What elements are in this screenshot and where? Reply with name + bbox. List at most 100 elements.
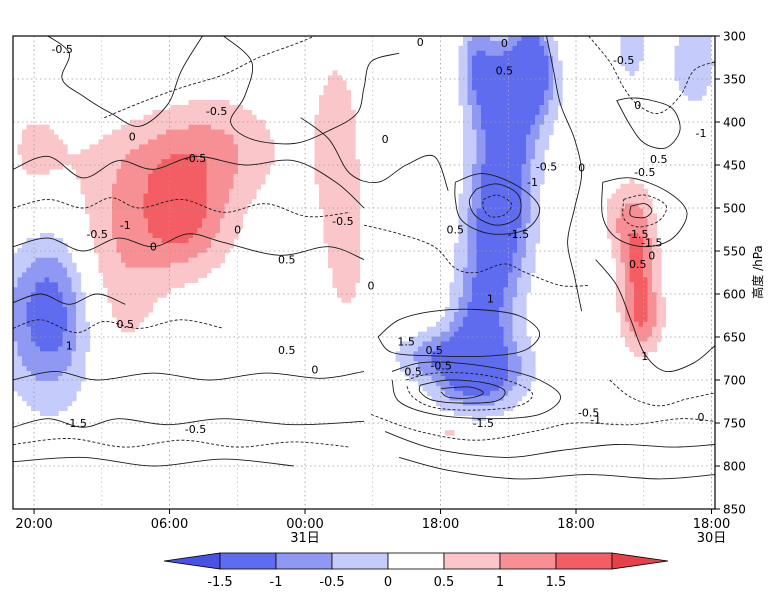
shade-cell — [247, 109, 253, 205]
contour-label: 1 — [66, 340, 73, 353]
shade-cell — [31, 375, 37, 412]
shade-cell — [395, 351, 401, 362]
shade-cell — [161, 109, 167, 136]
contour-label: -1 — [696, 127, 707, 140]
shade-cell — [436, 371, 442, 387]
shade-cell — [121, 124, 127, 160]
contour-line — [398, 456, 715, 480]
shade-cell — [49, 380, 55, 416]
shade-cell — [22, 272, 28, 367]
contour-label: -1 — [590, 414, 601, 427]
shade-cell — [76, 154, 82, 180]
shade-cell — [193, 154, 199, 234]
contour-label-text: 0 — [648, 249, 655, 262]
y-tick-label: 700 — [723, 374, 746, 388]
contour-label-text: -1 — [696, 127, 707, 140]
contour-label-text: 0 — [634, 99, 641, 112]
shade-cell — [647, 198, 653, 239]
shade-cell — [449, 282, 455, 323]
shade-cell — [544, 114, 550, 150]
shade-cell — [53, 351, 59, 382]
shade-cell — [683, 36, 689, 96]
contour-label-text: -1.5 — [473, 417, 494, 430]
shade-cell — [485, 395, 491, 407]
shade-cell — [175, 154, 181, 244]
shade-cell — [445, 306, 451, 333]
shade-cell — [490, 40, 496, 57]
shade-cell — [656, 247, 662, 343]
shade-cell — [499, 40, 505, 57]
shade-cell — [125, 267, 131, 333]
shade-cell — [94, 144, 100, 254]
shade-cell — [170, 262, 176, 288]
contour-label-text: 0 — [234, 224, 241, 237]
shade-cell — [629, 331, 635, 352]
shade-cell — [202, 100, 208, 126]
shade-cell — [49, 257, 55, 283]
shade-cell — [445, 430, 451, 436]
shade-cell — [148, 267, 154, 313]
shade-cell — [40, 380, 46, 416]
contour-label-text: -0.5 — [613, 54, 634, 67]
contour-label-text: 0 — [698, 411, 705, 424]
shade-cell — [445, 380, 451, 397]
y-tick-label: 300 — [723, 30, 746, 44]
shade-cell — [521, 164, 527, 259]
contour-label-text: 1.5 — [397, 335, 415, 348]
shade-cell — [512, 385, 518, 407]
contour-label-text: 0.5 — [629, 258, 647, 271]
colorbar: -1.5 -1 -0.5 0 0.5 1 1.5 — [163, 552, 669, 590]
shade-cell — [625, 183, 631, 205]
shade-cell — [143, 267, 149, 318]
shade-cell — [490, 405, 496, 416]
shade-cell — [616, 188, 622, 219]
shade-cell — [130, 267, 136, 333]
shade-cell — [530, 124, 536, 160]
shade-cell — [616, 218, 622, 234]
shade-cell — [548, 36, 554, 57]
shade-cell — [193, 233, 199, 259]
shade-cell — [17, 277, 23, 357]
shade-cell — [539, 36, 545, 47]
shade-cell — [449, 336, 455, 387]
shade-cell — [67, 366, 73, 407]
contour-label-text: -0.5 — [185, 152, 206, 165]
shade-cell — [544, 40, 550, 57]
shade-cell — [472, 405, 478, 421]
shade-cell — [233, 173, 239, 239]
shade-cell — [152, 169, 158, 239]
shade-cell — [454, 390, 460, 402]
contour-label: 0 — [698, 411, 705, 424]
contour-label: -0.5 — [613, 54, 634, 67]
shade-cell — [139, 267, 145, 323]
contour-label-text: -0.5 — [536, 161, 557, 174]
contour-line — [468, 183, 522, 226]
shade-cell — [481, 164, 487, 397]
shade-cell — [58, 292, 64, 348]
shade-cell — [31, 262, 37, 293]
contour-label: 0 — [417, 36, 424, 49]
shade-cell — [166, 129, 172, 160]
contour-label: 0.5 — [404, 365, 422, 378]
shade-cell — [193, 100, 199, 126]
contour-label: -0.5 — [86, 228, 107, 241]
shade-cell — [467, 405, 473, 416]
x-tick-date-label: 30日 — [697, 531, 727, 546]
contour-label: -1.5 — [641, 236, 662, 249]
shade-cell — [44, 277, 50, 352]
shade-cell — [125, 124, 131, 155]
shade-cell — [148, 114, 154, 141]
contour-label: 1.5 — [397, 335, 415, 348]
shade-cell — [188, 154, 194, 239]
shade-cell — [494, 36, 500, 42]
x-tick-label: 18:00 — [693, 517, 730, 532]
shade-cell — [544, 55, 550, 91]
shade-cell — [148, 139, 154, 175]
shade-cell — [215, 129, 221, 234]
shade-cell — [184, 104, 190, 131]
shade-cell — [643, 341, 649, 357]
shade-cell — [175, 242, 181, 264]
shade-cell — [170, 104, 176, 131]
shade-cell — [85, 149, 91, 214]
colorbar-segment — [443, 552, 501, 570]
